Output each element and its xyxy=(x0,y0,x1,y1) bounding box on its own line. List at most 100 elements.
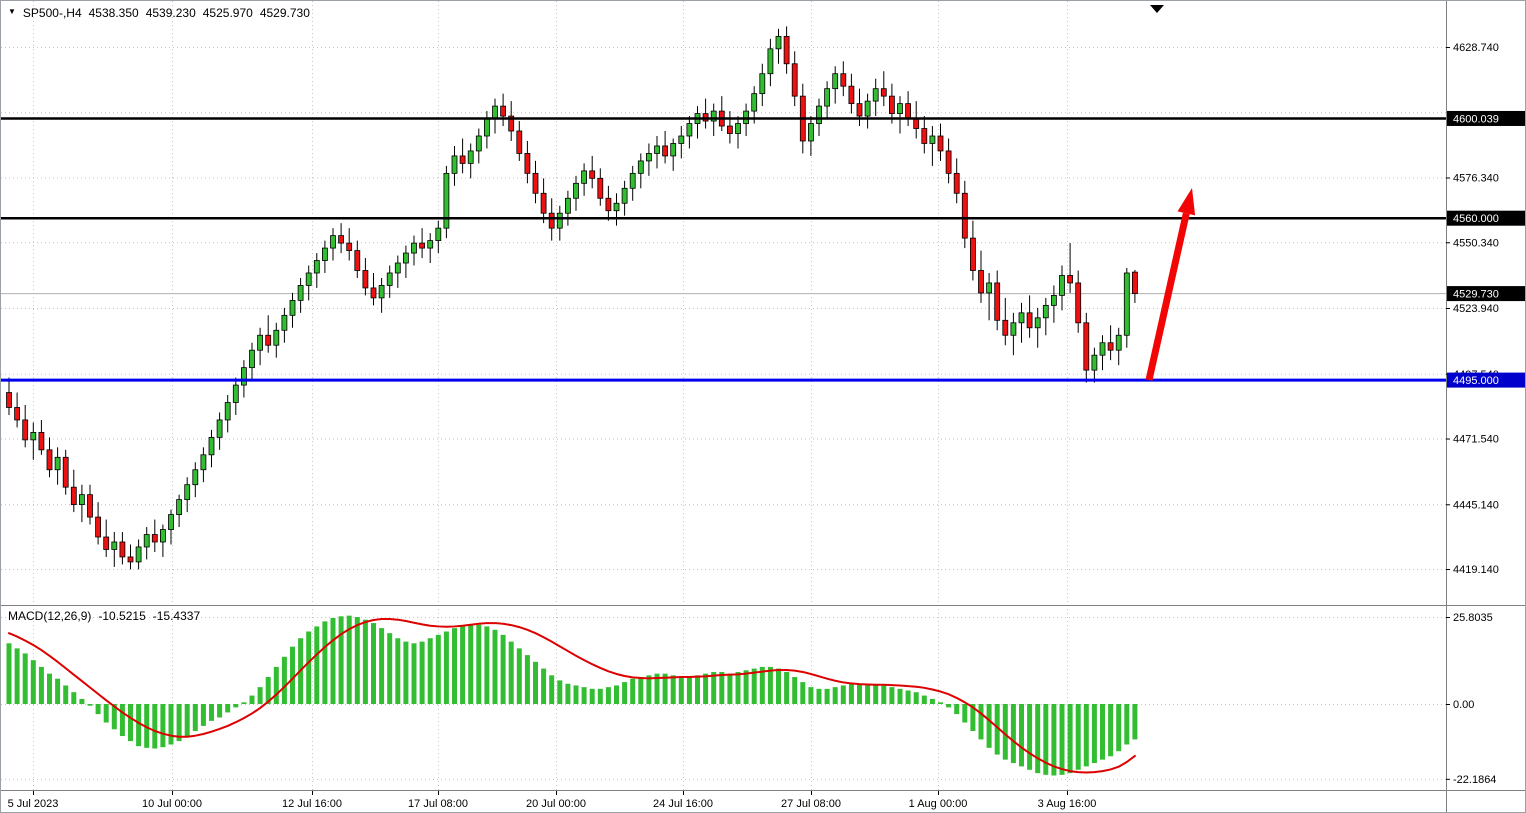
macd-bar xyxy=(403,641,409,705)
macd-bar xyxy=(986,704,992,748)
candle-bear xyxy=(791,63,798,97)
macd-bar xyxy=(962,704,968,723)
candle-bear xyxy=(605,197,612,212)
macd-bar xyxy=(792,677,798,705)
macd-bar xyxy=(38,666,44,705)
candle-bear xyxy=(589,170,596,179)
candle-bull xyxy=(832,73,839,90)
macd-bar xyxy=(816,688,822,705)
candle-bull xyxy=(483,118,490,137)
macd-bar xyxy=(703,673,709,705)
candle-bull xyxy=(654,145,660,154)
trend-arrow[interactable] xyxy=(1145,212,1190,381)
candle-bear xyxy=(103,536,110,550)
macd-bar xyxy=(184,704,190,737)
macd-bar xyxy=(711,671,717,705)
candle-bull xyxy=(54,456,61,471)
candle-bear xyxy=(953,172,960,194)
macd-bar xyxy=(314,626,320,705)
candle-bear xyxy=(727,125,733,134)
candle-bull xyxy=(1042,304,1049,319)
macd-bar xyxy=(533,661,538,705)
candle-bear xyxy=(945,150,952,174)
candle-bull xyxy=(281,314,288,331)
candle-bull xyxy=(556,212,563,229)
macd-bar xyxy=(306,631,312,705)
candle-bear xyxy=(62,456,69,488)
macd-bar xyxy=(921,695,927,705)
macd-bar xyxy=(605,687,611,705)
macd-main-value: -10.5215 xyxy=(98,609,146,623)
candle-bear xyxy=(459,155,466,164)
macd-bar xyxy=(622,682,628,705)
macd-bar xyxy=(1010,704,1016,764)
candle-bull xyxy=(767,48,774,75)
macd-bar xyxy=(573,685,579,705)
candle-bear xyxy=(548,212,555,229)
macd-tick-label: -22.1864 xyxy=(1453,774,1496,786)
macd-bar xyxy=(541,668,547,705)
price-label-box-text: 4600.039 xyxy=(1453,113,1499,125)
macd-bar xyxy=(670,675,676,705)
macd-bar xyxy=(217,704,223,718)
candle-bull xyxy=(646,153,652,162)
candle-bull xyxy=(1051,295,1057,306)
candle-bull xyxy=(184,484,191,501)
time-tick-label: 10 Jul 00:00 xyxy=(142,798,202,810)
candle-bear xyxy=(840,73,847,87)
candle-bear xyxy=(362,270,369,289)
macd-bar xyxy=(419,641,425,705)
macd-bar xyxy=(241,702,247,705)
candle-bull xyxy=(443,172,450,229)
macd-bar xyxy=(881,685,887,705)
macd-bar xyxy=(889,687,895,705)
candle-bull xyxy=(929,135,936,144)
macd-bar xyxy=(435,634,441,705)
time-tick-label: 1 Aug 00:00 xyxy=(909,798,968,810)
candle-bull xyxy=(249,349,255,369)
macd-bar xyxy=(111,704,117,730)
macd-bar xyxy=(200,704,206,726)
candle-bear xyxy=(151,534,158,543)
macd-bar xyxy=(751,668,757,705)
macd-bar xyxy=(354,616,360,705)
macd-bar xyxy=(136,704,142,747)
macd-bar xyxy=(411,643,417,705)
candle-bull xyxy=(475,135,482,152)
candle-bear xyxy=(1083,322,1090,371)
candlestick-series[interactable] xyxy=(6,26,1138,570)
time-tick-label: 17 Jul 08:00 xyxy=(408,798,468,810)
candle-bull xyxy=(321,247,328,261)
collapse-arrow-icon[interactable]: ▼ xyxy=(8,7,16,16)
macd-bar xyxy=(905,690,911,705)
candle-bull xyxy=(1091,354,1098,371)
macd-bar xyxy=(784,671,790,705)
candle-bull xyxy=(79,494,85,506)
macd-bar xyxy=(581,687,587,705)
macd-bar xyxy=(95,704,101,715)
price-tick-label: 4445.140 xyxy=(1453,499,1499,511)
trend-arrow-head[interactable] xyxy=(1177,188,1196,216)
candle-bull xyxy=(824,88,830,107)
macd-bar xyxy=(954,704,960,715)
candle-bull xyxy=(629,172,636,189)
candle-bull xyxy=(1115,334,1122,351)
macd-bar xyxy=(524,655,530,705)
chart-shift-marker-icon[interactable] xyxy=(1150,5,1164,13)
macd-bar xyxy=(6,643,12,705)
candle-bull xyxy=(1010,322,1017,336)
price-label-box xyxy=(1447,210,1525,226)
candle-bear xyxy=(516,130,523,154)
macd-bar xyxy=(87,704,93,706)
macd-bar xyxy=(1043,704,1049,775)
candle-bear xyxy=(524,153,531,174)
candle-bear xyxy=(921,128,928,144)
macd-indicator-label: MACD(12,26,9) -10.5215 -15.4337 xyxy=(8,609,200,623)
macd-bar xyxy=(873,685,879,705)
candle-bull xyxy=(168,514,174,530)
candle-bull xyxy=(775,35,782,50)
candle-bear xyxy=(961,192,968,239)
macd-bar xyxy=(865,685,871,705)
